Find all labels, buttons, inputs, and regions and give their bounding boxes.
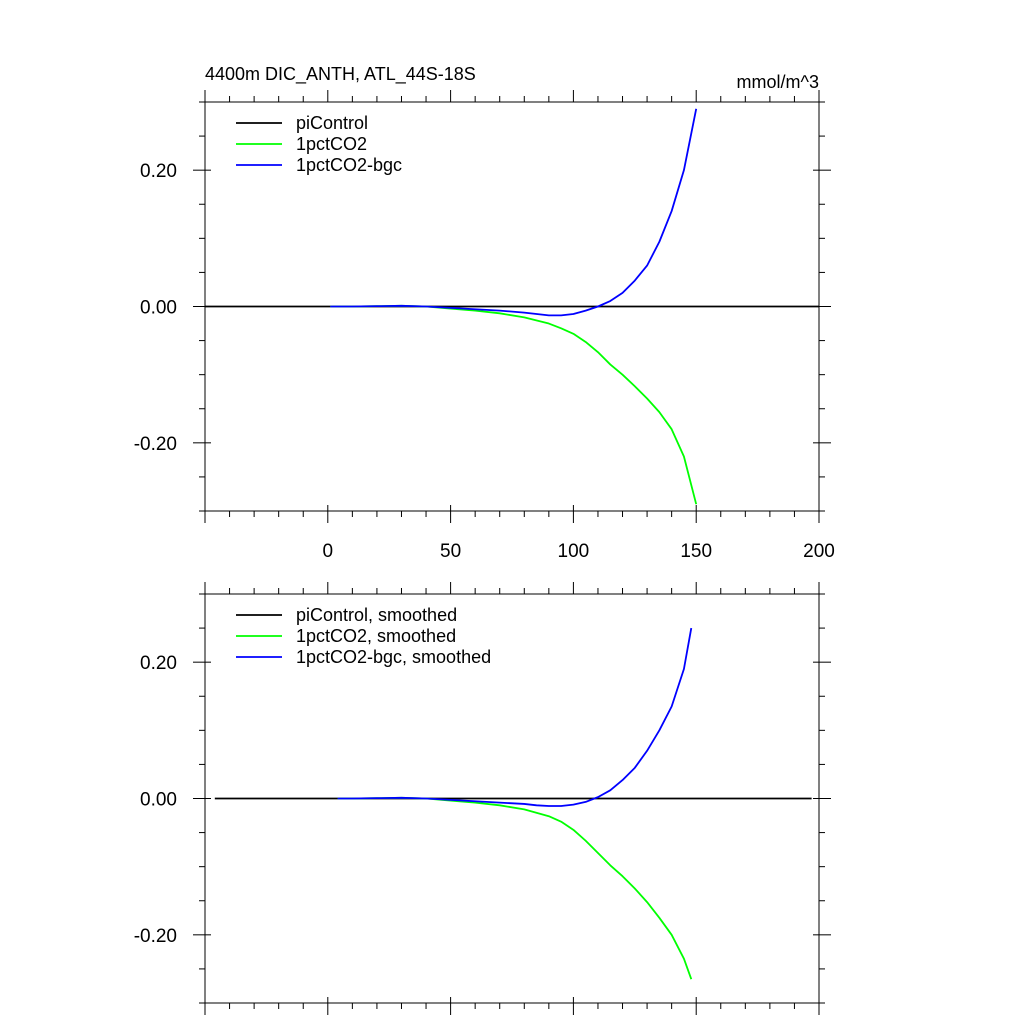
x-tick-label: 0 — [323, 541, 334, 562]
y-tick-label: -0.20 — [134, 926, 177, 947]
y-tick-label: 0.00 — [140, 790, 177, 811]
chart-title: 4400m DIC_ANTH, ATL_44S-18S — [205, 64, 476, 85]
bottom-panel: -0.20 0.00 0.20 piControl, smoothed1pctCO2,… — [134, 582, 831, 1015]
x-tick-label: 150 — [680, 541, 712, 562]
y-tick-label: 0.00 — [140, 298, 177, 319]
series-line-2 — [337, 627, 693, 807]
series-line-2 — [330, 108, 698, 317]
legend-label: 1pctCO2-bgc — [296, 155, 402, 175]
legend-label: piControl — [296, 113, 368, 133]
x-tick-label: 100 — [558, 541, 590, 562]
legend-label: 1pctCO2-bgc, smoothed — [296, 647, 491, 667]
y-tick-label: 0.20 — [140, 161, 177, 182]
x-tick-label: 200 — [803, 541, 835, 562]
series-line-1 — [330, 304, 698, 505]
legend-label: 1pctCO2, smoothed — [296, 626, 456, 646]
y-tick-label: 0.20 — [140, 653, 177, 674]
y-tick-label: -0.20 — [134, 434, 177, 455]
series-line-1 — [337, 796, 693, 980]
top-panel: -0.20 0.00 0.20 0 50 100 150 200 4400m DIC_ANTH,… — [134, 64, 835, 562]
legend-label: 1pctCO2 — [296, 134, 367, 154]
x-tick-label: 50 — [440, 541, 461, 562]
legend-label: piControl, smoothed — [296, 605, 457, 625]
units-label: mmol/m^3 — [737, 72, 819, 92]
